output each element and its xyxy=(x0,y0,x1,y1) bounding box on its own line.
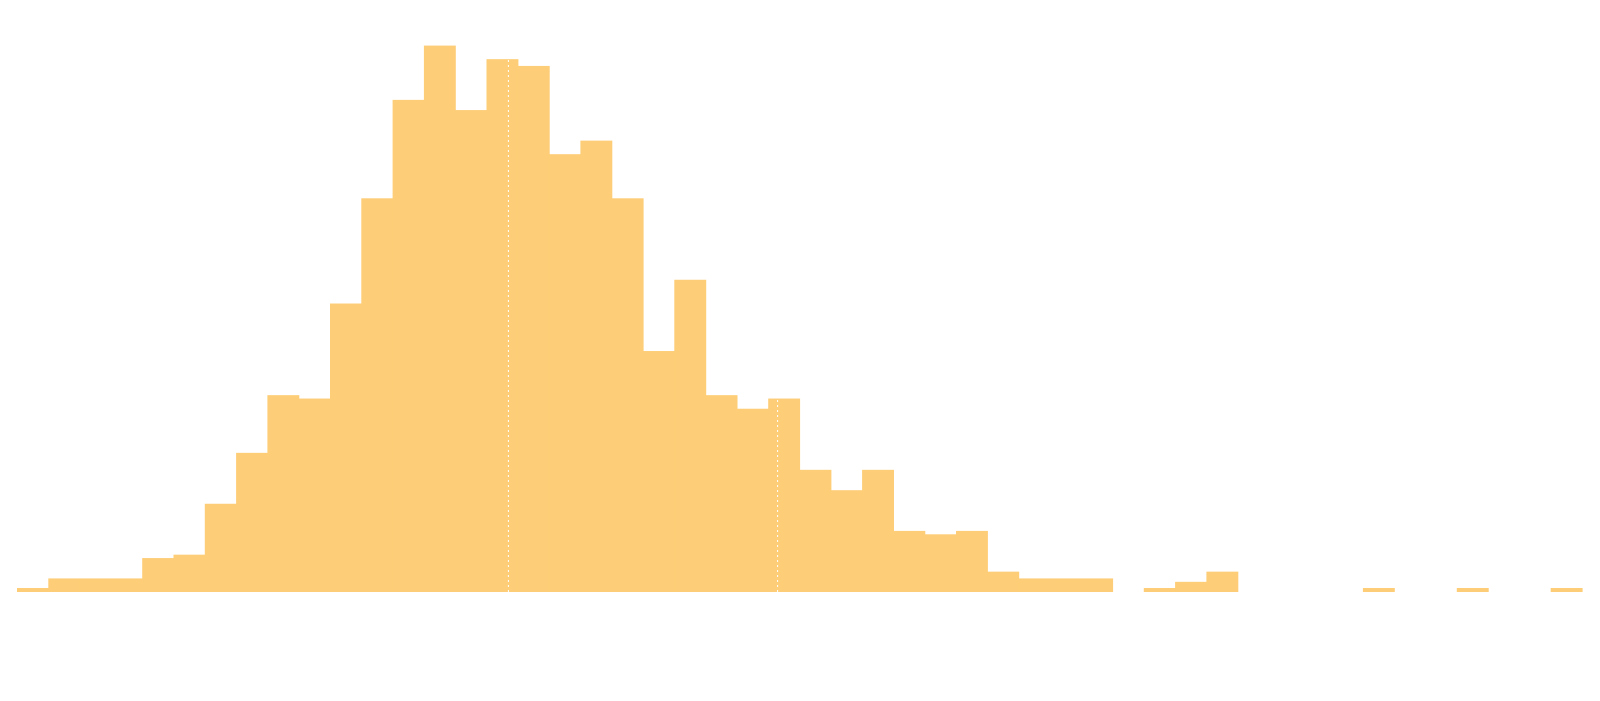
histogram-bar xyxy=(79,578,112,592)
histogram-bar xyxy=(799,469,832,592)
histogram-bar xyxy=(862,469,894,592)
histogram-bar xyxy=(423,45,456,592)
histogram-bar xyxy=(1206,571,1239,592)
histogram-bar xyxy=(705,395,738,592)
histogram-bar xyxy=(830,490,863,592)
histogram-bar xyxy=(611,198,644,593)
histogram-bar xyxy=(768,398,801,592)
histogram-bar xyxy=(1175,581,1207,592)
histogram-bar xyxy=(1018,578,1051,592)
histogram-bar xyxy=(1550,588,1583,592)
histogram-bar xyxy=(486,59,519,592)
histogram-bar xyxy=(110,578,143,592)
histogram-bar xyxy=(298,398,331,592)
histogram-bar xyxy=(736,408,769,592)
histogram-bar xyxy=(392,99,425,592)
histogram-bar xyxy=(643,351,675,592)
histogram-bar xyxy=(142,558,175,592)
histogram-bar xyxy=(17,588,49,592)
histogram-bar xyxy=(173,554,206,592)
histogram-bar xyxy=(1081,578,1114,592)
histogram-bar xyxy=(267,395,300,592)
histogram-bar xyxy=(956,530,988,592)
histogram-bar xyxy=(236,452,268,592)
histogram-bar xyxy=(674,279,707,592)
histogram-bar xyxy=(48,578,81,592)
reference-lines-layer xyxy=(507,60,779,592)
histogram-bar xyxy=(580,140,613,593)
histogram-bar xyxy=(1049,578,1082,592)
histogram-bar xyxy=(893,530,926,592)
histogram-bar xyxy=(1456,588,1489,592)
histogram-bar xyxy=(455,110,488,592)
histogram-bar xyxy=(204,503,237,592)
histogram-bar xyxy=(924,534,957,592)
histogram-bar xyxy=(549,154,581,592)
histogram-bar xyxy=(1362,588,1395,592)
histogram-bar xyxy=(330,303,362,592)
histogram-bar xyxy=(361,198,394,593)
histogram-bar xyxy=(987,571,1020,592)
histogram-bar xyxy=(517,65,550,592)
bars-layer xyxy=(17,45,1583,593)
histogram-bar xyxy=(1143,588,1176,592)
